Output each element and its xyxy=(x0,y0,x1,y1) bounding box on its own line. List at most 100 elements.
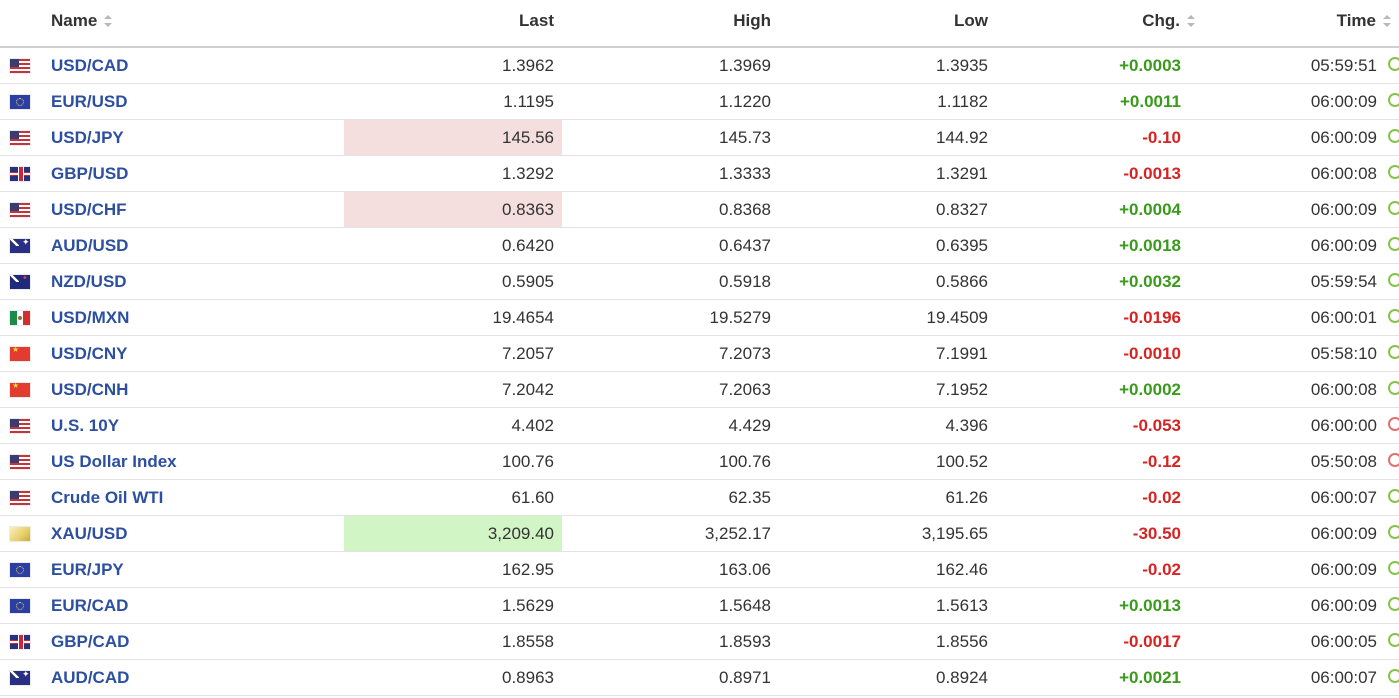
instrument-name-link[interactable]: AUD/CAD xyxy=(51,668,130,687)
change-value: +0.0032 xyxy=(1119,272,1181,291)
change-value: +0.0011 xyxy=(1120,92,1181,111)
table-row[interactable]: USD/CNY 7.2057 7.2073 7.1991 -0.0010 05:… xyxy=(0,336,1399,372)
table-row[interactable]: USD/CHF 0.8363 0.8368 0.8327 +0.0004 06:… xyxy=(0,192,1399,228)
last-price-cell: 0.8963 xyxy=(344,660,562,695)
column-header-time-label: Time xyxy=(1336,11,1376,30)
last-price: 100.76 xyxy=(502,452,554,471)
instrument-name-link[interactable]: AUD/USD xyxy=(51,236,129,255)
flag-au-icon xyxy=(10,671,30,685)
sort-icon[interactable] xyxy=(104,14,113,27)
last-price: 3,209.40 xyxy=(487,524,554,543)
clock-icon xyxy=(1388,57,1399,71)
flag-eu-icon xyxy=(10,599,30,613)
column-header-low[interactable]: Low xyxy=(954,11,988,30)
table-row[interactable]: NZD/USD 0.5905 0.5918 0.5866 +0.0032 05:… xyxy=(0,264,1399,300)
last-price-cell: 7.2057 xyxy=(344,336,562,371)
instrument-name-link[interactable]: U.S. 10Y xyxy=(51,416,120,435)
update-time: 06:00:08 xyxy=(1310,380,1377,399)
last-price: 7.2042 xyxy=(502,380,554,399)
clock-icon xyxy=(1388,309,1399,323)
table-row[interactable]: GBP/CAD 1.8558 1.8593 1.8556 -0.0017 06:… xyxy=(0,624,1399,660)
instrument-name-link[interactable]: GBP/CAD xyxy=(51,632,130,651)
instrument-name-link[interactable]: US Dollar Index xyxy=(51,452,177,471)
high-price: 1.1220 xyxy=(719,92,771,111)
table-row[interactable]: USD/CAD 1.3962 1.3969 1.3935 +0.0003 05:… xyxy=(0,48,1399,84)
change-value: +0.0004 xyxy=(1119,200,1181,219)
flag-gold-icon xyxy=(10,527,30,541)
high-price: 62.35 xyxy=(728,488,771,507)
flag-nz-icon xyxy=(10,275,30,289)
low-price: 162.46 xyxy=(936,560,988,579)
last-price: 19.4654 xyxy=(492,308,554,327)
instrument-name-link[interactable]: USD/MXN xyxy=(51,308,130,327)
table-row[interactable]: XAU/USD 3,209.40 3,252.17 3,195.65 -30.5… xyxy=(0,516,1399,552)
last-price: 7.2057 xyxy=(502,344,554,363)
instrument-name-link[interactable]: EUR/CAD xyxy=(51,596,129,615)
table-row[interactable]: Crude Oil WTI 61.60 62.35 61.26 -0.02 06… xyxy=(0,480,1399,516)
table-row[interactable]: US Dollar Index 100.76 100.76 100.52 -0.… xyxy=(0,444,1399,480)
last-price-cell: 61.60 xyxy=(344,480,562,515)
low-price: 4.396 xyxy=(945,416,988,435)
table-row[interactable]: EUR/JPY 162.95 163.06 162.46 -0.02 06:00… xyxy=(0,552,1399,588)
clock-icon xyxy=(1388,237,1399,251)
column-header-time[interactable]: Time xyxy=(1337,0,1391,44)
instrument-name-link[interactable]: Crude Oil WTI xyxy=(51,488,164,507)
column-header-chg-label: Chg. xyxy=(1142,11,1180,30)
high-price: 0.6437 xyxy=(719,236,771,255)
high-price: 1.8593 xyxy=(719,632,771,651)
low-price: 61.26 xyxy=(945,488,988,507)
change-value: -0.12 xyxy=(1142,452,1181,471)
table-row[interactable]: EUR/USD 1.1195 1.1220 1.1182 +0.0011 06:… xyxy=(0,84,1399,120)
update-time: 05:59:51 xyxy=(1310,56,1377,75)
instrument-name-link[interactable]: XAU/USD xyxy=(51,524,128,543)
instrument-name-link[interactable]: GBP/USD xyxy=(51,164,129,183)
high-price: 100.76 xyxy=(719,452,771,471)
flag-us-icon xyxy=(10,455,30,469)
instrument-name-link[interactable]: USD/CNY xyxy=(51,344,128,363)
table-row[interactable]: GBP/USD 1.3292 1.3333 1.3291 -0.0013 06:… xyxy=(0,156,1399,192)
change-value: -0.0196 xyxy=(1123,308,1181,327)
update-time: 05:58:10 xyxy=(1310,344,1377,363)
table-row[interactable]: EUR/CAD 1.5629 1.5648 1.5613 +0.0013 06:… xyxy=(0,588,1399,624)
last-price-cell: 1.3292 xyxy=(344,156,562,191)
table-row[interactable]: AUD/CAD 0.8963 0.8971 0.8924 +0.0021 06:… xyxy=(0,660,1399,696)
instrument-name-link[interactable]: USD/JPY xyxy=(51,128,124,147)
last-price: 4.402 xyxy=(511,416,554,435)
instrument-name-link[interactable]: USD/CHF xyxy=(51,200,127,219)
last-price-cell: 19.4654 xyxy=(344,300,562,335)
low-price: 144.92 xyxy=(936,128,988,147)
table-row[interactable]: AUD/USD 0.6420 0.6437 0.6395 +0.0018 06:… xyxy=(0,228,1399,264)
instrument-name-link[interactable]: USD/CNH xyxy=(51,380,129,399)
last-price: 0.8363 xyxy=(502,200,554,219)
flag-gb-icon xyxy=(10,167,30,181)
high-price: 1.3969 xyxy=(719,56,771,75)
update-time: 05:59:54 xyxy=(1310,272,1377,291)
low-price: 1.5613 xyxy=(936,596,988,615)
last-price-cell: 7.2042 xyxy=(344,372,562,407)
column-header-chg[interactable]: Chg. xyxy=(1142,0,1195,44)
low-price: 0.5866 xyxy=(936,272,988,291)
column-header-name[interactable]: Name xyxy=(51,0,113,44)
table-row[interactable]: U.S. 10Y 4.402 4.429 4.396 -0.053 06:00:… xyxy=(0,408,1399,444)
change-value: +0.0003 xyxy=(1119,56,1181,75)
table-row[interactable]: USD/MXN 19.4654 19.5279 19.4509 -0.0196 … xyxy=(0,300,1399,336)
instrument-name-link[interactable]: NZD/USD xyxy=(51,272,127,291)
flag-us-icon xyxy=(10,419,30,433)
clock-icon xyxy=(1388,561,1399,575)
flag-cn-icon xyxy=(10,383,30,397)
instrument-name-link[interactable]: USD/CAD xyxy=(51,56,129,75)
high-price: 7.2063 xyxy=(719,380,771,399)
instrument-name-link[interactable]: EUR/JPY xyxy=(51,560,124,579)
table-row[interactable]: USD/JPY 145.56 145.73 144.92 -0.10 06:00… xyxy=(0,120,1399,156)
column-header-last[interactable]: Last xyxy=(519,11,554,30)
sort-icon[interactable] xyxy=(1383,14,1391,27)
table-row[interactable]: USD/CNH 7.2042 7.2063 7.1952 +0.0002 06:… xyxy=(0,372,1399,408)
column-header-high[interactable]: High xyxy=(733,11,771,30)
change-value: +0.0002 xyxy=(1119,380,1181,399)
change-value: -0.053 xyxy=(1132,416,1181,435)
sort-icon[interactable] xyxy=(1187,14,1195,27)
change-value: +0.0021 xyxy=(1119,668,1181,687)
update-time: 06:00:08 xyxy=(1310,164,1377,183)
table-header: Name Last High Low Chg. Time xyxy=(0,0,1399,48)
instrument-name-link[interactable]: EUR/USD xyxy=(51,92,128,111)
